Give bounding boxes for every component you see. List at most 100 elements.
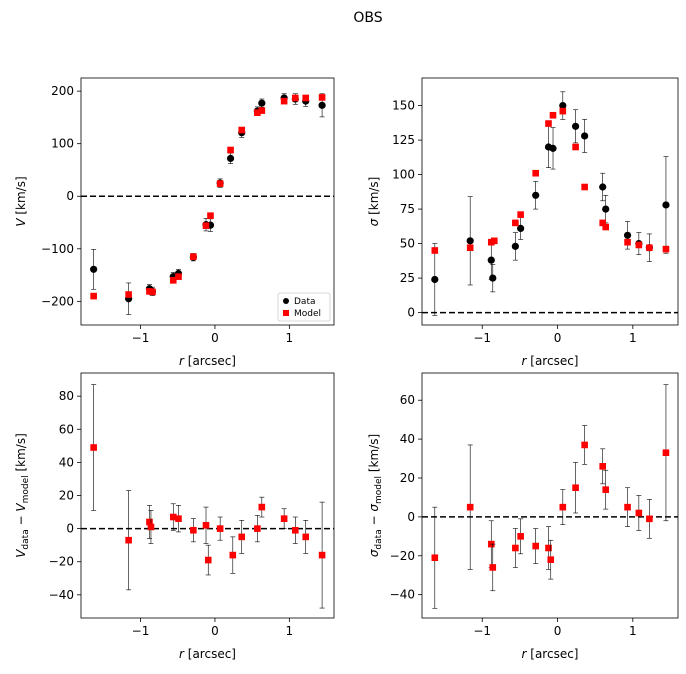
model-point	[599, 463, 607, 470]
x-tick-label: −1	[473, 331, 491, 345]
model-point	[532, 542, 539, 550]
chart-panel-top-right: −1 0 1 0 25 50 75 100 125 150 r [arcsec] σ [km/s]	[367, 77, 679, 368]
axes-frame	[421, 77, 679, 326]
model-point	[517, 533, 524, 540]
model-point	[147, 523, 155, 531]
model-point	[227, 146, 234, 154]
model-point	[559, 107, 567, 115]
y-tick-label: 75	[400, 202, 415, 216]
data-point	[489, 274, 497, 282]
data-point	[581, 132, 589, 140]
y-tick-label: 80	[59, 389, 74, 403]
model-point	[292, 94, 299, 102]
y-tick-label: −200	[41, 294, 74, 308]
legend-label-model: Model	[294, 309, 321, 319]
model-point	[602, 223, 610, 231]
data-point	[559, 101, 567, 110]
model-point	[512, 544, 519, 552]
model-point	[572, 484, 579, 492]
y-tick-label: 50	[400, 237, 415, 251]
axes-frame	[80, 77, 335, 326]
y-tick-label: −100	[41, 242, 74, 256]
model-point	[254, 525, 261, 532]
x-tick-label: 0	[554, 624, 562, 638]
x-axis-label: r [arcsec]	[179, 647, 236, 661]
data-point	[623, 231, 632, 239]
data-point	[466, 237, 474, 245]
figure-title: OBS	[353, 10, 382, 26]
model-point	[204, 556, 212, 564]
model-point	[258, 107, 266, 114]
model-point	[169, 277, 177, 284]
data-point	[431, 275, 439, 284]
series-data	[431, 91, 670, 316]
model-point	[662, 245, 670, 253]
y-tick-label: 20	[59, 489, 74, 503]
data-point	[318, 101, 326, 109]
model-point	[169, 513, 177, 521]
y-tick-label: 100	[51, 137, 74, 151]
series-residual	[431, 384, 670, 609]
model-point	[532, 169, 539, 177]
series-data	[90, 93, 326, 315]
model-point	[635, 241, 643, 249]
y-axis-label: Vdata − Vmodel [km/s]	[14, 433, 31, 558]
model-point	[202, 222, 210, 229]
y-tick-label: 40	[400, 432, 415, 446]
model-point	[90, 444, 97, 451]
model-point	[662, 449, 670, 457]
model-point	[549, 111, 557, 119]
y-tick-label: 60	[59, 422, 74, 436]
data-point	[662, 201, 670, 209]
model-point	[280, 515, 288, 522]
model-point	[466, 244, 474, 252]
model-point	[258, 503, 266, 511]
model-point	[581, 441, 588, 449]
model-point	[302, 94, 310, 102]
model-point	[466, 503, 474, 511]
x-tick-label: 0	[211, 331, 219, 345]
plot-area	[431, 91, 670, 316]
data-point	[511, 242, 519, 250]
axes-frame	[80, 372, 335, 619]
plot-area	[90, 93, 326, 315]
y-tick-label: 20	[400, 471, 415, 485]
y-axis-label: V [km/s]	[14, 176, 28, 226]
model-point	[238, 533, 246, 541]
model-point	[547, 556, 555, 563]
x-tick-label: 1	[286, 331, 294, 345]
y-tick-label: −40	[390, 588, 415, 602]
y-tick-label: 25	[400, 271, 415, 285]
model-point	[202, 521, 210, 529]
x-tick-label: 1	[286, 624, 294, 638]
y-tick-label: −20	[49, 555, 74, 569]
x-axis-label: r [arcsec]	[522, 647, 579, 661]
model-point	[216, 180, 224, 187]
model-point	[602, 486, 610, 493]
model-point	[190, 253, 197, 260]
model-point	[254, 109, 261, 116]
x-tick-label: −1	[132, 624, 150, 638]
chart-panel-top-left: −1 0 1 −200 −100 0 100 200 r [arcsec] V [km/s] Dat…	[14, 77, 335, 368]
y-tick-label: 0	[66, 189, 74, 203]
x-tick-label: 0	[211, 624, 219, 638]
y-tick-label: 40	[59, 455, 74, 469]
data-point	[599, 183, 607, 191]
legend-marker-model	[283, 310, 289, 316]
model-point	[431, 554, 439, 562]
x-tick-label: −1	[132, 331, 150, 345]
model-point	[572, 143, 579, 151]
model-point	[431, 247, 439, 254]
model-point	[490, 237, 498, 245]
data-point	[572, 122, 580, 130]
model-point	[318, 551, 326, 559]
data-point	[258, 99, 266, 107]
series-residual	[90, 384, 326, 609]
model-point	[190, 526, 197, 534]
legend-marker-data	[283, 298, 289, 304]
data-point	[90, 265, 98, 273]
model-point	[517, 211, 524, 218]
axes-frame	[421, 372, 679, 619]
x-tick-label: −1	[473, 624, 491, 638]
